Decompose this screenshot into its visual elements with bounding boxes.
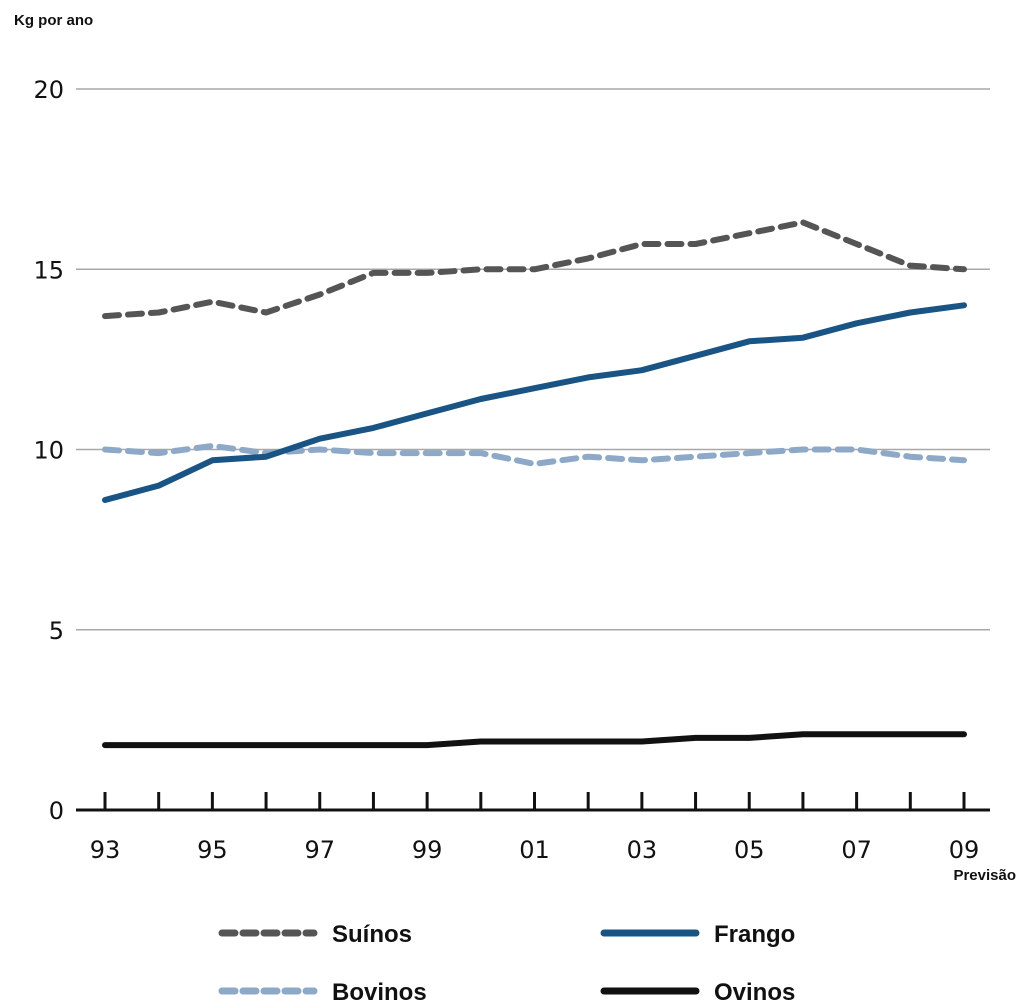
x-tick-label: 97: [304, 836, 335, 864]
x-tick-labels: 93 95 97 99 01 03 05 07 09: [90, 836, 980, 864]
x-tick-label: 03: [627, 836, 658, 864]
gridlines: [76, 88, 990, 631]
series-line: [102, 442, 967, 467]
legend-label: Suínos: [332, 921, 412, 948]
x-axis: [76, 792, 990, 812]
series-line: [102, 219, 967, 320]
y-tick-label: 15: [33, 256, 64, 284]
series-lines: [102, 219, 967, 749]
legend-label: Ovinos: [714, 979, 795, 1006]
x-axis-annotation: Previsão: [953, 867, 1016, 884]
legend-label: Bovinos: [332, 979, 427, 1006]
y-tick-label: 20: [33, 76, 64, 104]
legend: Suínos Frango Bovinos Ovinos: [218, 921, 795, 1006]
y-tick-label: 5: [49, 617, 64, 645]
y-tick-label: 10: [33, 437, 64, 465]
x-tick-label: 05: [734, 836, 765, 864]
x-tick-label: 99: [412, 836, 443, 864]
y-tick-label: 0: [49, 797, 64, 825]
y-axis-label: Kg por ano: [14, 12, 93, 29]
x-tick-label: 09: [949, 836, 980, 864]
series-line: [102, 302, 967, 503]
x-tick-label: 01: [519, 836, 550, 864]
x-tick-label: 93: [90, 836, 121, 864]
x-tick-label: 95: [197, 836, 228, 864]
series-line: [102, 731, 967, 749]
x-tick-label: 07: [841, 836, 872, 864]
y-tick-labels: 0 5 10 15 20: [33, 76, 64, 825]
legend-label: Frango: [714, 921, 795, 948]
